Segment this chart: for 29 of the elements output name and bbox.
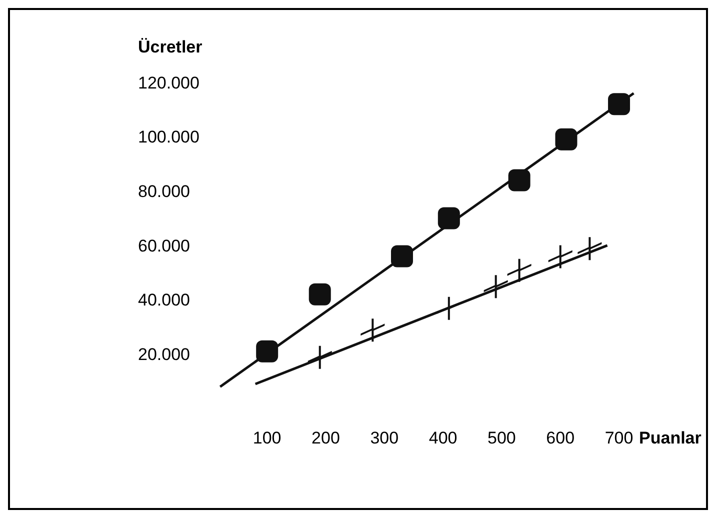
x-tick-label: 500 [488, 428, 516, 448]
point [390, 245, 413, 268]
point [436, 296, 461, 320]
y-tick-label: 40.000 [138, 290, 190, 310]
x-tick-label: 300 [370, 428, 399, 448]
point [555, 128, 578, 150]
x-axis-title: Puanlar [639, 428, 702, 448]
x-tick-label: 700 [604, 428, 634, 448]
x-tick-label: 200 [312, 428, 340, 448]
point [484, 275, 508, 298]
point [438, 207, 460, 230]
x-tick-label: 100 [252, 428, 282, 448]
y-tick-label: 120.000 [138, 73, 200, 92]
y-tick-label: 80.000 [138, 182, 190, 202]
point [256, 340, 278, 362]
point [308, 346, 332, 369]
y-tick-label: 20.000 [138, 345, 190, 364]
point [608, 93, 630, 116]
point [308, 283, 331, 306]
x-tick-label: 400 [428, 428, 458, 448]
y-tick-label: 60.000 [138, 236, 190, 256]
x-tick-label: 600 [546, 428, 575, 448]
point [548, 245, 572, 268]
point [508, 169, 530, 192]
point [578, 237, 602, 260]
y-axis-title: Ücretler [138, 37, 203, 56]
y-tick-label: 100.000 [138, 128, 200, 147]
point [507, 258, 532, 282]
point [360, 318, 385, 342]
